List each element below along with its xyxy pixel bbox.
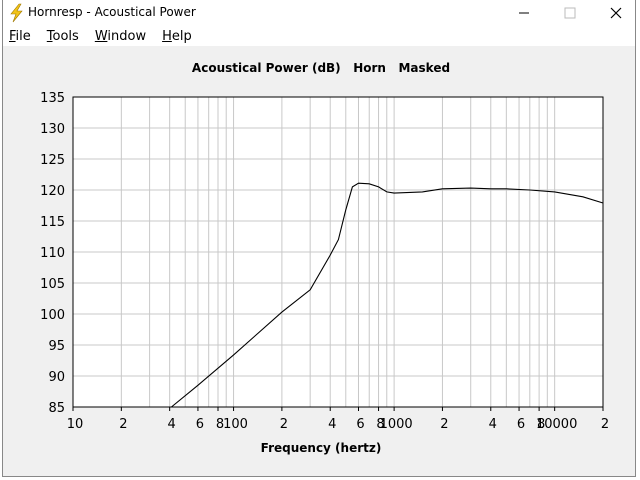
chart-title: Acoustical Power (dB) Horn Masked	[192, 61, 450, 75]
x-tick-label: 4	[168, 417, 176, 432]
x-tick-label: 100	[223, 417, 248, 432]
title-bar: Hornresp - Acoustical Power	[3, 0, 635, 25]
y-tick-label: 85	[48, 401, 65, 416]
menu-item[interactable]: Window	[94, 29, 147, 44]
window-title: Hornresp - Acoustical Power	[28, 5, 196, 19]
chart: Acoustical Power (dB) Horn Masked Freque…	[40, 61, 609, 455]
y-tick-label: 110	[40, 246, 65, 261]
y-tick-label: 135	[40, 91, 65, 106]
app-icon	[10, 3, 23, 23]
y-tick-label: 115	[40, 215, 65, 230]
x-tick-label: 2	[280, 417, 288, 432]
x-tick-label: 10	[67, 417, 84, 432]
plot-frame	[72, 96, 604, 408]
x-tick-label: 6	[356, 417, 364, 432]
y-tick-label: 105	[40, 277, 65, 292]
x-axis-label: Frequency (hertz)	[261, 441, 382, 455]
x-tick-label: 6	[517, 417, 525, 432]
x-tick-label: 8	[216, 417, 224, 432]
close[interactable]	[610, 7, 622, 19]
y-tick-label: 130	[40, 122, 65, 137]
maximize[interactable]	[564, 7, 576, 19]
y-tick-label: 120	[40, 184, 65, 199]
window-controls[interactable]	[505, 0, 635, 25]
menu-item[interactable]: Tools	[46, 29, 79, 44]
x-tick-label: 4	[489, 417, 497, 432]
x-tick-label: 2	[601, 417, 609, 432]
x-tick-label: 8	[537, 417, 545, 432]
response-line	[171, 182, 604, 408]
x-tick-label: 8	[376, 417, 384, 432]
x-tick-label: 1000	[380, 417, 413, 432]
menu-item[interactable]: Help	[162, 29, 192, 44]
y-tick-label: 95	[48, 339, 65, 354]
menu-item[interactable]: File	[9, 29, 31, 44]
x-tick-label: 2	[440, 417, 448, 432]
x-tick-label: 4	[328, 417, 336, 432]
menu-bar: File Tools Window Help	[3, 25, 635, 46]
y-tick-label: 125	[40, 153, 65, 168]
y-tick-label: 90	[48, 370, 65, 385]
x-tick-label: 10000	[536, 417, 577, 432]
x-tick-label: 2	[119, 417, 127, 432]
y-tick-label: 100	[40, 308, 65, 323]
x-tick-label: 6	[196, 417, 204, 432]
